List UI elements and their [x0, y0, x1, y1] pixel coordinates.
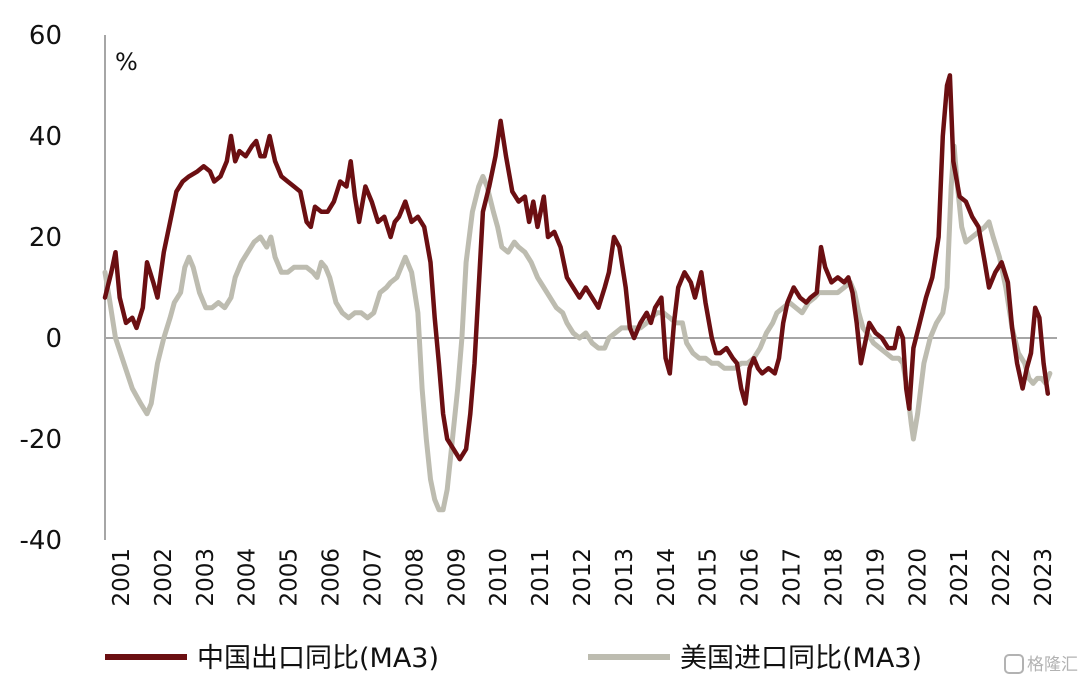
x-tick-label: 2008 — [402, 548, 428, 607]
legend-label-us-imports: 美国进口同比(MA3) — [680, 643, 922, 674]
series-layer — [102, 73, 1053, 513]
watermark: 格隆汇 — [1004, 654, 1078, 675]
x-tick-label: 2004 — [235, 548, 261, 607]
x-tick-label: 2006 — [319, 548, 345, 607]
x-tick-label: 2001 — [109, 548, 135, 607]
x-tick-label: 2021 — [947, 548, 973, 607]
x-tick-label: 2014 — [654, 548, 680, 607]
y-tick-label: 20 — [29, 223, 62, 253]
y-tick-label: 0 — [45, 324, 62, 354]
y-axis-unit-label: % — [115, 48, 138, 76]
legend: 中国出口同比(MA3) 美国进口同比(MA3) — [105, 643, 922, 674]
series-line-us-imports — [102, 143, 1053, 513]
watermark-logo-icon — [1004, 654, 1024, 674]
x-axis-ticks: 2001 2002 2003 2004 2005 2006 2007 2008 2009 2010… — [109, 548, 1057, 607]
x-tick-label: 2018 — [821, 548, 847, 607]
x-tick-label: 2012 — [570, 548, 596, 607]
x-tick-label: 2011 — [528, 548, 554, 607]
series-line-china-exports — [102, 73, 1051, 462]
y-tick-label: -40 — [20, 526, 62, 556]
x-tick-label: 2002 — [151, 548, 177, 607]
x-tick-label: 2003 — [193, 548, 219, 607]
x-tick-label: 2013 — [612, 548, 638, 607]
x-tick-label: 2023 — [1031, 548, 1057, 607]
y-tick-label: 60 — [29, 21, 62, 51]
x-tick-label: 2009 — [444, 548, 470, 607]
x-tick-label: 2016 — [738, 548, 764, 607]
watermark-text: 格隆汇 — [1027, 655, 1078, 675]
x-tick-label: 2015 — [696, 548, 722, 607]
x-tick-label: 2017 — [780, 548, 806, 607]
x-tick-label: 2019 — [863, 548, 889, 607]
x-tick-label: 2020 — [905, 548, 931, 607]
x-tick-label: 2005 — [277, 548, 303, 607]
y-tick-label: -20 — [20, 425, 62, 455]
x-tick-label: 2010 — [486, 548, 512, 607]
y-tick-label: 40 — [29, 122, 62, 152]
x-tick-label: 2007 — [360, 548, 386, 607]
legend-label-china-exports: 中国出口同比(MA3) — [197, 643, 439, 674]
x-tick-label: 2022 — [989, 548, 1015, 607]
y-axis-ticks: 60 40 20 0 -20 -40 — [20, 21, 62, 556]
